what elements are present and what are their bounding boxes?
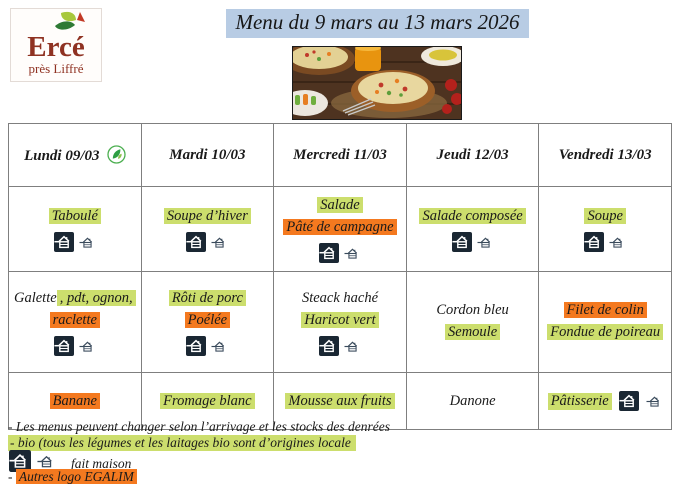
row-desserts: Banane Fromage blanc Mousse aux fruits D…: [8, 372, 672, 430]
fait-maison-icon: [186, 232, 206, 252]
fait-maison-outline-icon: [344, 339, 361, 354]
fait-maison-outline-icon: [477, 235, 494, 250]
fait-maison-outline-icon: [344, 246, 361, 261]
fait-maison-outline-icon: [37, 453, 56, 470]
fait-maison-icon: [452, 232, 472, 252]
fait-maison-outline-icon: [211, 339, 228, 354]
note-stocks: - Les menus peuvent changer selon l’arri…: [8, 419, 391, 434]
cell-lundi-dessert: Banane: [8, 372, 142, 430]
fait-maison-icon: [319, 336, 339, 356]
page-title: Menu du 9 mars au 13 mars 2026: [226, 9, 529, 38]
fait-maison-outline-icon: [79, 235, 96, 250]
fait-maison-icon: [54, 336, 74, 356]
logo-subtitle: près Liffré: [28, 61, 84, 76]
header-mercredi: Mercredi 11/03: [273, 123, 407, 187]
food-photo: [292, 46, 462, 120]
cell-mercredi-dessert: Mousse aux fruits: [273, 372, 407, 430]
cell-vendredi-plat: Filet de colin Fondue de poireau: [538, 271, 672, 373]
cell-mardi-plat: Rôti de porc Poélée: [140, 271, 275, 373]
cell-mardi-entree: Soupe d’hiver: [140, 186, 275, 272]
fait-maison-icon: [619, 391, 639, 411]
fait-maison-outline-icon: [646, 394, 663, 409]
row-plats: Galette, pdt, ognon, raclette Rôti de po…: [8, 271, 672, 373]
cell-vendredi-entree: Soupe: [538, 186, 672, 272]
note-bio: - bio (tous les légumes et les laitages …: [8, 435, 356, 451]
fait-maison-outline-icon: [211, 235, 228, 250]
cell-mercredi-entree: Salade Pâté de campagne: [273, 186, 407, 272]
header-vendredi: Vendredi 13/03: [538, 123, 672, 187]
food-photo-illustration: [293, 47, 461, 119]
cell-mercredi-plat: Steack haché Haricot vert: [273, 271, 407, 373]
cell-vendredi-dessert: Pâtisserie: [538, 372, 672, 430]
leaf-icon: [107, 145, 126, 164]
legend-fait-maison: fait maison: [9, 450, 131, 472]
fait-maison-outline-icon: [609, 235, 626, 250]
cell-lundi-entree: Taboulé: [8, 186, 142, 272]
table-header-row: Lundi 09/03 Mardi 10/03 Mercredi 11/03 J…: [8, 123, 672, 187]
cell-mardi-dessert: Fromage blanc: [140, 372, 275, 430]
note-egalim: - Autres logo EGALIM: [8, 469, 137, 485]
logo-leaves-icon: [55, 11, 85, 30]
fait-maison-icon: [54, 232, 74, 252]
school-logo: Ercé près Liffré: [10, 8, 102, 82]
cell-lundi-plat: Galette, pdt, ognon, raclette: [8, 271, 142, 373]
fait-maison-icon: [186, 336, 206, 356]
header-lundi: Lundi 09/03: [8, 123, 142, 187]
fait-maison-outline-icon: [79, 339, 96, 354]
weekly-menu-table: Lundi 09/03 Mardi 10/03 Mercredi 11/03 J…: [8, 123, 672, 430]
fait-maison-label: fait maison: [71, 456, 132, 471]
cell-jeudi-entree: Salade composée: [405, 186, 540, 272]
header-mardi: Mardi 10/03: [140, 123, 275, 187]
fait-maison-icon: [319, 243, 339, 263]
logo-title: Ercé: [27, 31, 85, 63]
row-entrees: Taboulé Soupe d’hiver Salade Pâté de cam…: [8, 186, 672, 272]
fait-maison-icon: [584, 232, 604, 252]
cell-jeudi-plat: Cordon bleu Semoule: [405, 271, 540, 373]
cell-jeudi-dessert: Danone: [405, 372, 540, 430]
header-jeudi: Jeudi 12/03: [405, 123, 540, 187]
